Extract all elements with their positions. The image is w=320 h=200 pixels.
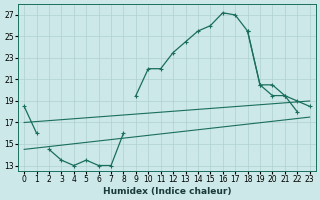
X-axis label: Humidex (Indice chaleur): Humidex (Indice chaleur) xyxy=(103,187,231,196)
